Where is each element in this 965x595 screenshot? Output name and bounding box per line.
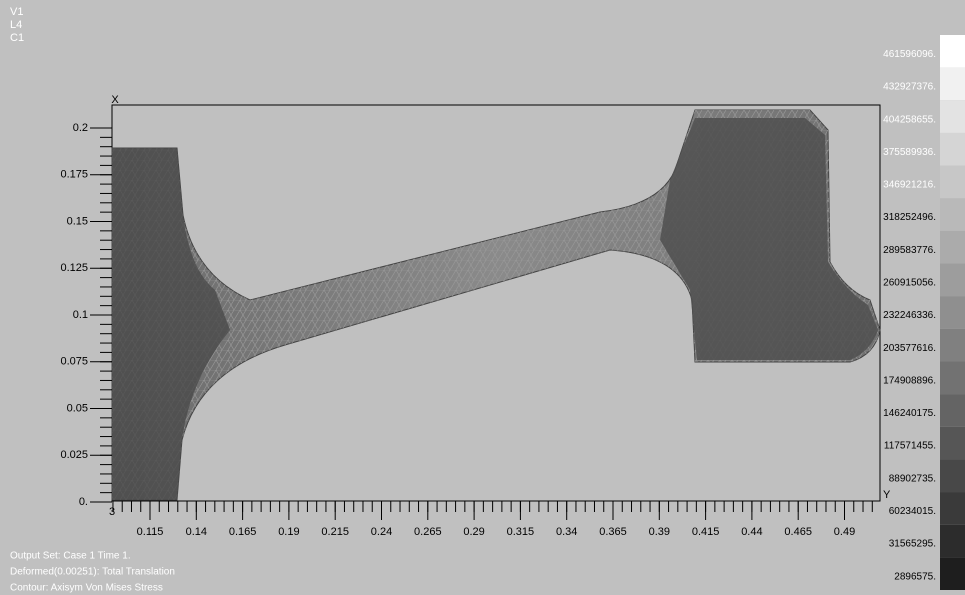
legend-swatch [940, 198, 965, 231]
legend-label: 31565295. [889, 539, 936, 550]
origin-label: 3 [109, 506, 115, 518]
view-label: L4 [10, 19, 22, 31]
legend-label: 60234015. [889, 506, 936, 517]
y-tick-label: 0. [79, 496, 88, 508]
y-tick-label: 0.2 [73, 122, 88, 134]
legend-swatch [940, 361, 965, 394]
legend-label: 318252496. [883, 212, 936, 223]
x-tick-label: 0.315 [507, 526, 535, 538]
legend-swatch [940, 231, 965, 264]
legend-label: 260915056. [883, 277, 936, 288]
y-tick-label: 0.075 [60, 356, 88, 368]
legend-swatch [940, 394, 965, 427]
legend-label: 232246336. [883, 310, 936, 321]
legend-label: 2896575. [894, 571, 936, 582]
x-tick-label: 0.415 [692, 526, 720, 538]
legend-label: 117571455. [884, 441, 936, 452]
y-marker: Y [883, 489, 891, 501]
y-tick-label: 0.025 [60, 449, 88, 461]
x-marker: X [111, 94, 119, 106]
footer-line: Output Set: Case 1 Time 1. [10, 551, 131, 562]
x-tick-label: 0.24 [371, 526, 392, 538]
legend-label: 346921216. [883, 180, 936, 191]
legend-label: 432927376. [883, 82, 936, 93]
x-tick-label: 0.365 [599, 526, 627, 538]
legend-swatch [940, 100, 965, 133]
x-tick-label: 0.29 [463, 526, 484, 538]
legend-swatch [940, 166, 965, 199]
legend-swatch [940, 264, 965, 297]
legend-label: 174908896. [883, 375, 936, 386]
x-tick-label: 0.14 [186, 526, 207, 538]
x-tick-label: 0.39 [649, 526, 670, 538]
viewport: 0.2 0.175 0.15 0.125 0.1 0.075 0.05 0.025 0. 0.11… [0, 0, 965, 595]
x-tick-label: 0.115 [137, 526, 164, 538]
footer-line: Contour: Axisym Von Mises Stress [10, 583, 163, 594]
legend-label: 289583776. [883, 245, 936, 256]
view-label: C1 [10, 32, 24, 44]
legend-label: 461596096. [883, 49, 936, 60]
legend-swatch [940, 525, 965, 558]
x-tick-label: 0.34 [556, 526, 577, 538]
footer-line: Deformed(0.00251): Total Translation [10, 567, 175, 578]
view-label: V1 [10, 6, 23, 18]
x-tick-label: 0.44 [741, 526, 762, 538]
x-tick-label: 0.165 [229, 526, 257, 538]
legend-label: 203577616. [883, 343, 936, 354]
legend-label: 375589936. [883, 147, 936, 158]
page: 0.2 0.175 0.15 0.125 0.1 0.075 0.05 0.025 0. 0.11… [0, 0, 965, 595]
legend: 461596096. 432927376. 404258655. 375589936.… [883, 35, 965, 590]
legend-label: 88902735. [889, 473, 936, 484]
legend-swatch [940, 133, 965, 166]
legend-swatch [940, 427, 965, 460]
x-tick-label: 0.19 [278, 526, 299, 538]
legend-label: 146240175. [883, 408, 936, 419]
legend-swatch [940, 557, 965, 590]
y-tick-label: 0.175 [60, 169, 88, 181]
legend-swatch [940, 492, 965, 525]
legend-swatch [940, 329, 965, 362]
y-tick-label: 0.125 [60, 262, 88, 274]
y-tick-label: 0.15 [67, 215, 88, 227]
legend-swatch [940, 35, 965, 68]
x-tick-label: 0.49 [834, 526, 855, 538]
y-tick-label: 0.05 [67, 402, 88, 414]
legend-label: 404258655. [883, 114, 936, 125]
x-tick-label: 0.215 [321, 526, 349, 538]
legend-swatch [940, 459, 965, 492]
legend-swatch [940, 68, 965, 101]
legend-swatch [940, 296, 965, 329]
x-tick-label: 0.265 [414, 526, 442, 538]
x-tick-label: 0.465 [784, 526, 812, 538]
y-tick-label: 0.1 [73, 309, 88, 321]
